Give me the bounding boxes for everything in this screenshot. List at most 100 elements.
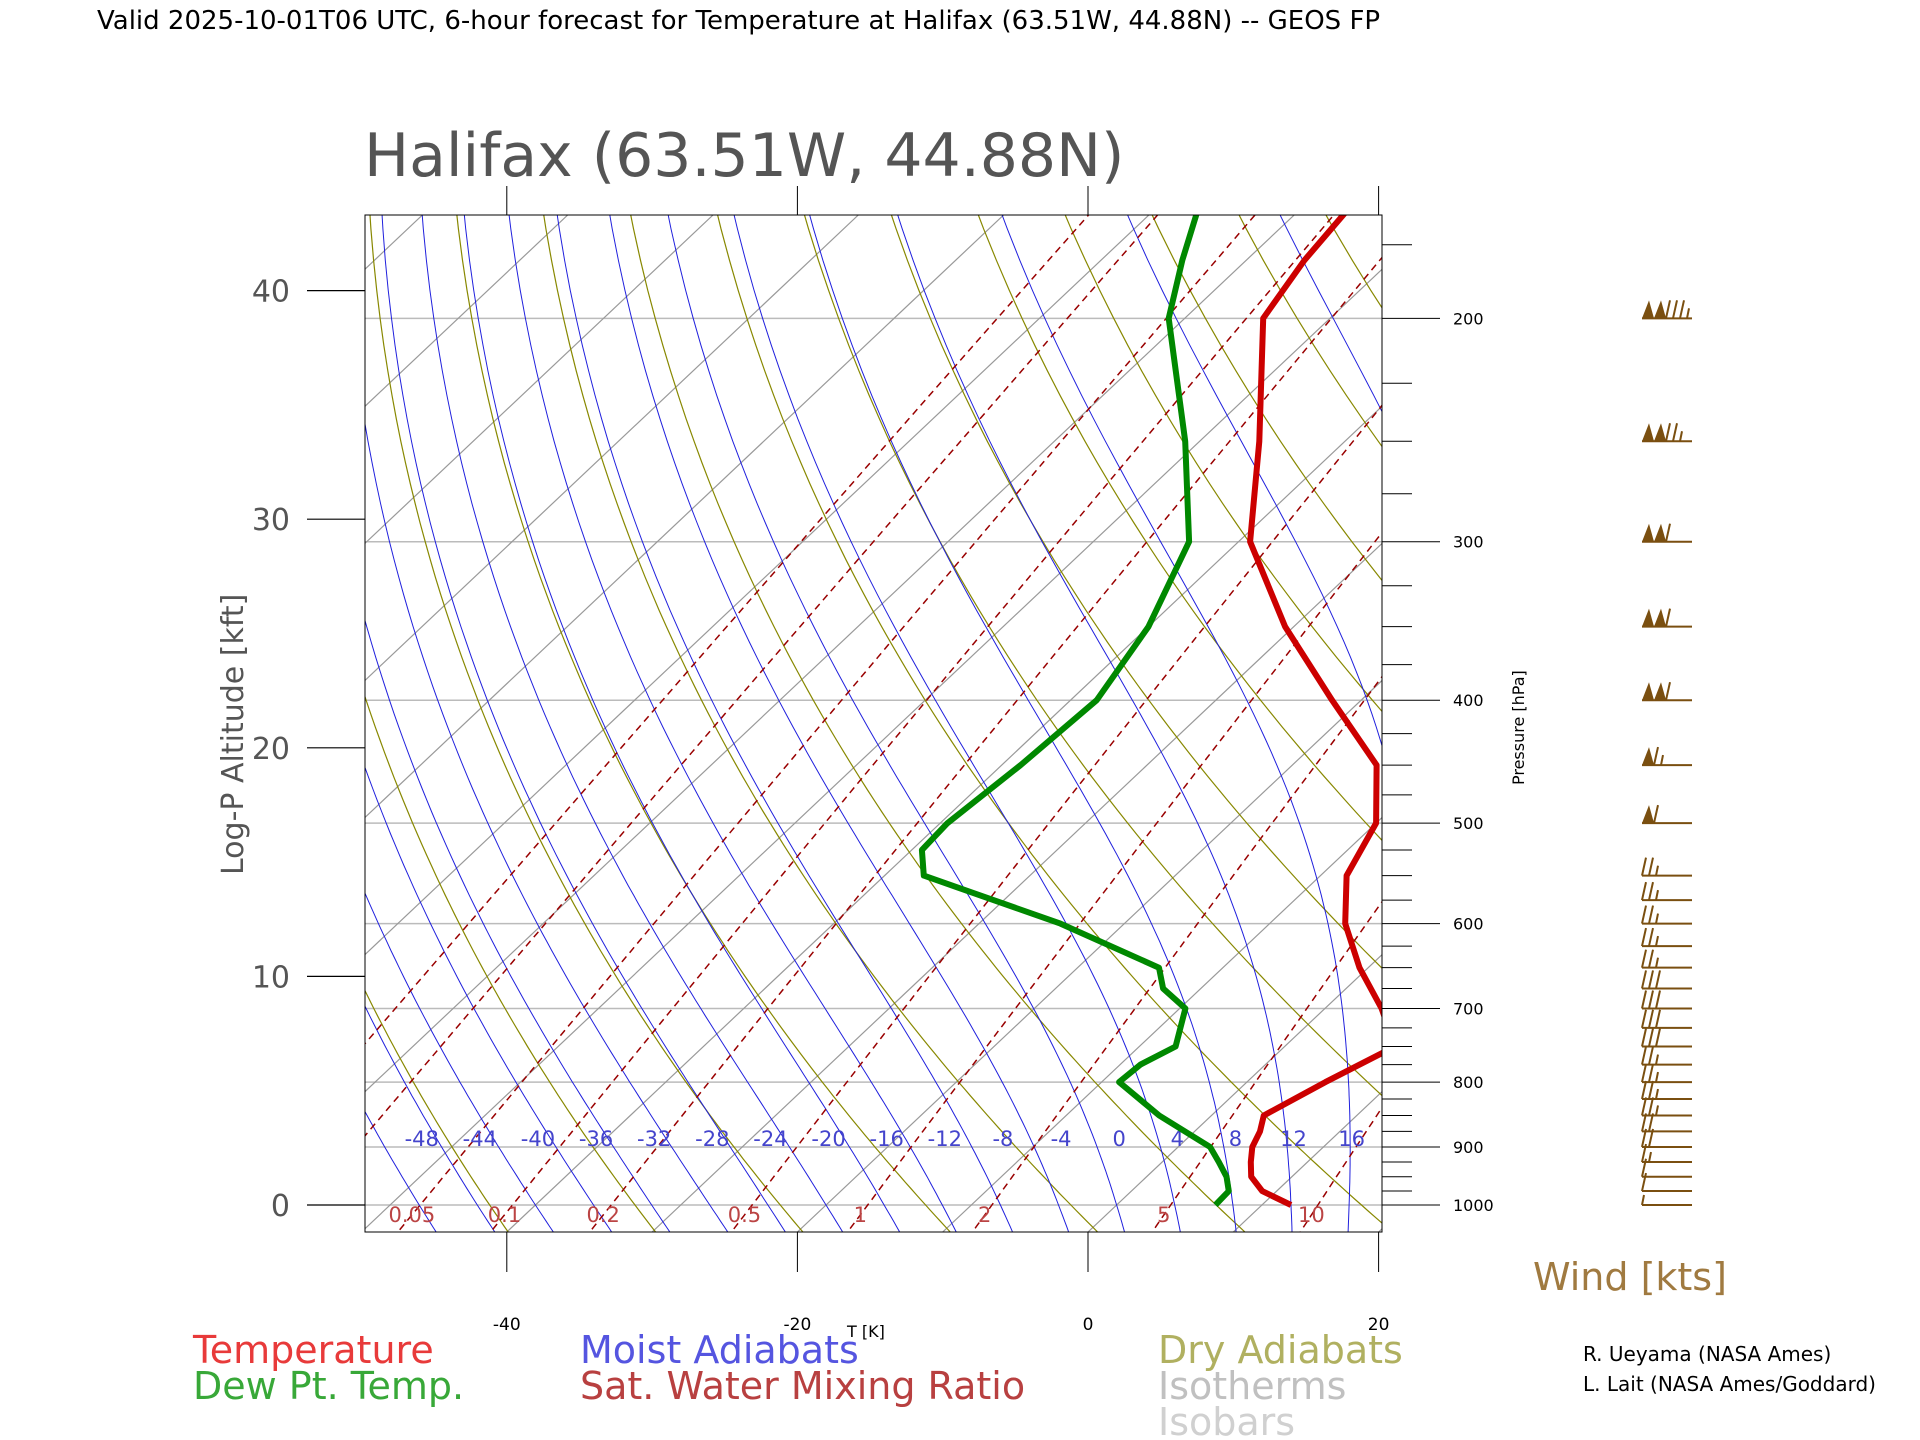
wind-barbs (1641, 300, 1692, 1206)
dry-adiabat-line (369, 215, 804, 1232)
wind-barb-flag (1665, 608, 1671, 627)
wind-barb-flag (1641, 1046, 1647, 1065)
moist-adiabat-line (809, 215, 1237, 1232)
moist-adiabat-line (556, 215, 1014, 1232)
moist-adiabat-line (381, 215, 786, 1232)
wind-barb-flag (1665, 423, 1671, 442)
moist-adiabat-line (463, 215, 901, 1232)
wind-barb-half (1655, 1088, 1659, 1100)
wind-barb-flag (1641, 1097, 1647, 1116)
wind-barb-flag (1648, 949, 1654, 968)
mixing-ratio-label: 0.2 (587, 1203, 620, 1227)
pressure-axis-label: Pressure [hPa] (1509, 670, 1528, 785)
isotherm-line (796, 679, 1382, 1232)
wind-pennant (1654, 523, 1666, 542)
wind-barb-flag (1641, 970, 1647, 989)
x-tick-label: 20 (1368, 1315, 1390, 1335)
moist-adiabat-label: -28 (695, 1127, 729, 1151)
wind-barb-flag (1641, 1009, 1647, 1029)
dry-adiabat-line (1151, 215, 1382, 582)
wind-barb-flag (1648, 1097, 1654, 1116)
y-tick-label: 0 (271, 1189, 290, 1224)
legend-temperature: Temperature (192, 1328, 434, 1372)
dry-adiabat-line (890, 215, 1382, 970)
dry-adiabat-line (1525, 122, 1920, 1258)
mixing-ratio-label: 1 (854, 1203, 867, 1227)
dewpoint-profile-line (918, 215, 1232, 1208)
mixing-ratio-line (846, 531, 1382, 1232)
wind-barb-flag (1641, 1028, 1647, 1047)
mixing-ratio-line (1299, 1106, 1382, 1232)
wind-pennant (1654, 608, 1666, 627)
moist-adiabat-line (609, 215, 1070, 1232)
background-line-labels: -48 -44 -40 -36 -32 -28 -24 -20 -16 -12 -8 -4 0 4 8 12 1… (388, 1127, 1365, 1227)
y-tick-label: 20 (252, 732, 290, 767)
dry-adiabat-line (543, 215, 1099, 1232)
isotherm-line (365, 215, 714, 545)
wind-barb-flag (1665, 300, 1671, 319)
wind-pennant (1642, 805, 1654, 824)
header-text: Valid 2025-10-01T06 UTC, 6-hour forecast… (97, 6, 1380, 36)
temperature-profile-line (1247, 215, 1382, 1208)
wind-barb-flag (1648, 881, 1654, 901)
legend-isotherms: Isotherms (1158, 1364, 1346, 1408)
moist-adiabat-label: -44 (463, 1127, 497, 1151)
wind-barb-flag (1672, 423, 1678, 442)
dry-adiabat-line (365, 694, 657, 1232)
plot-frame (364, 214, 1383, 1233)
wind-barb-flag (1641, 881, 1647, 901)
y-tick-label: 40 (252, 275, 290, 310)
wind-barb-flag (1679, 300, 1685, 319)
x-tick-label: 0 (1083, 1315, 1094, 1335)
moist-adiabat-line (897, 215, 1293, 1232)
isotherm-line (365, 215, 1295, 1093)
moist-adiabat-line (1567, 122, 1716, 1258)
isotherm-line (1669, 215, 1920, 1232)
mixing-ratio-line (489, 215, 1335, 1232)
isobar-lines (365, 317, 1382, 1206)
wind-barb-half (1655, 935, 1659, 947)
wind-barb-flag (1655, 970, 1661, 989)
wind-barb-flag (1653, 804, 1659, 824)
wind-barb-flag (1648, 905, 1654, 924)
wind-barb-half (1655, 889, 1659, 901)
moist-adiabat-line (365, 421, 729, 1232)
moist-adiabat-line (733, 215, 1181, 1232)
wind-pennant (1642, 747, 1654, 766)
wind-barb-half (1660, 754, 1664, 766)
wind-barb-half (1686, 308, 1690, 319)
pressure-tick-label: 200 (1453, 309, 1484, 328)
moist-adiabat-line (508, 215, 957, 1232)
pressure-tick-label: 1000 (1453, 1196, 1494, 1215)
isotherm-line (651, 542, 1382, 1232)
mixing-ratio-line (971, 675, 1382, 1232)
wind-pennant (1642, 300, 1654, 319)
moist-adiabat-label: 12 (1280, 1127, 1307, 1151)
dry-adiabat-line (1774, 122, 1920, 1258)
wind-pennant (1642, 682, 1654, 701)
y-axis-label: Log-P Altitude [kft] (216, 594, 251, 875)
moist-adiabat-line (365, 891, 554, 1232)
moist-adiabat-label: -8 (992, 1127, 1013, 1151)
wind-barb-flag (1641, 905, 1647, 924)
dry-adiabat-line (1857, 122, 1920, 1258)
mixing-ratio-line (396, 215, 1256, 1232)
wind-barb-flag (1641, 1063, 1647, 1083)
dry-adiabat-line (977, 215, 1382, 842)
wind-pennant (1642, 608, 1654, 627)
wind-barb-flag (1665, 681, 1671, 701)
isotherm-line (365, 215, 1005, 819)
moist-adiabat-line (421, 215, 844, 1232)
mixing-ratio-label: 0.5 (728, 1203, 761, 1227)
credit-2: L. Lait (NASA Ames/Goddard) (1583, 1372, 1876, 1396)
moist-adiabat-label: 16 (1338, 1127, 1365, 1151)
dry-adiabat-line (365, 989, 509, 1232)
wind-barb-flag (1648, 1046, 1654, 1065)
wind-barb-flag (1655, 1009, 1661, 1029)
moist-adiabat-label: 8 (1229, 1127, 1242, 1151)
wind-barb-flag (1641, 990, 1647, 1009)
moist-adiabat-label: -36 (579, 1127, 613, 1151)
moist-adiabat-label: -12 (928, 1127, 962, 1151)
